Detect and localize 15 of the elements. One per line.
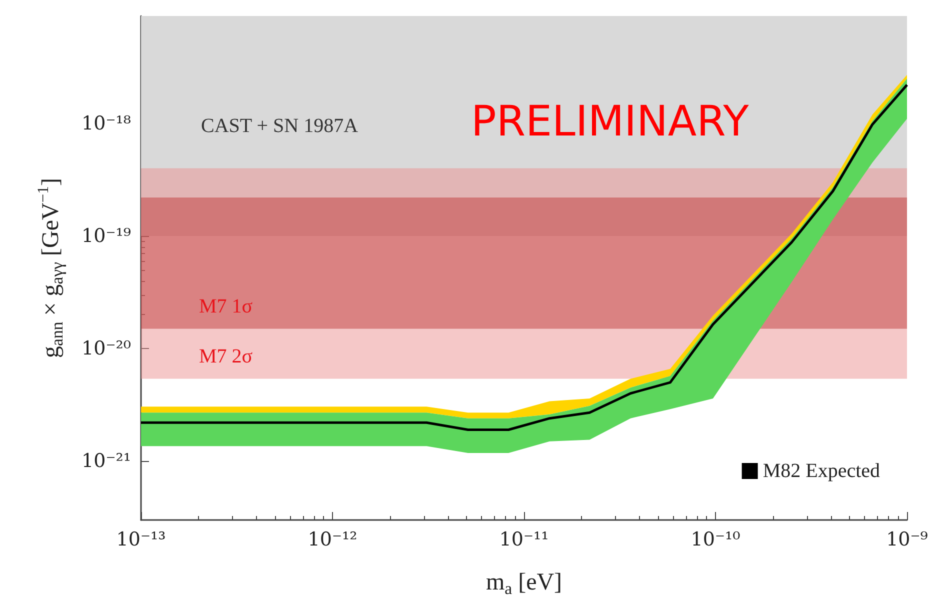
x-tick-label: 10⁻¹² bbox=[308, 528, 358, 550]
band-label: M7 1σ bbox=[199, 296, 253, 318]
x-tick-label: 10⁻¹⁰ bbox=[690, 528, 741, 550]
y-axis-title: gann × gaγγ [GeV−1] bbox=[35, 178, 66, 358]
y-tick-label: 10⁻¹⁹ bbox=[82, 224, 132, 247]
band-label: M7 2σ bbox=[199, 346, 253, 368]
band-label: CAST + SN 1987A bbox=[201, 114, 359, 137]
legend-label: M82 Expected bbox=[762, 460, 880, 482]
annotation: PRELIMINARY bbox=[471, 96, 750, 146]
y-tick-label: 10⁻²¹ bbox=[82, 450, 131, 472]
y-tick-label: 10⁻¹⁸ bbox=[82, 112, 132, 134]
x-tick-label: 10⁻⁹ bbox=[886, 528, 928, 550]
y-tick-label: 10⁻²⁰ bbox=[82, 338, 132, 360]
x-tick-label: 10⁻¹¹ bbox=[499, 528, 549, 550]
x-tick-label: 10⁻¹³ bbox=[116, 528, 166, 550]
